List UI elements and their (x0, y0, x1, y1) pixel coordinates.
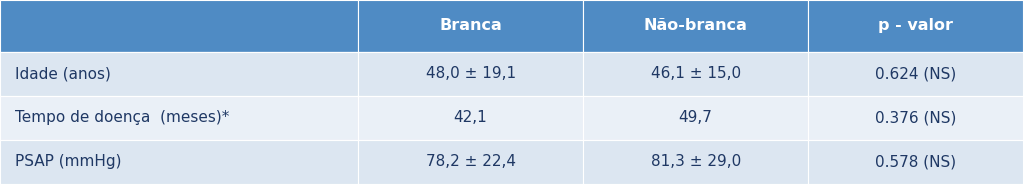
Bar (358, 140, 583, 184)
Bar (583, 0, 808, 52)
Text: 46,1 ± 15,0: 46,1 ± 15,0 (651, 66, 741, 81)
Bar (808, 0, 1023, 52)
Bar (0, 52, 358, 96)
Bar (583, 52, 808, 96)
Bar (0, 96, 358, 140)
Text: 49,7: 49,7 (678, 110, 713, 125)
Text: 0.578 (NS): 0.578 (NS) (875, 154, 957, 169)
Text: Tempo de doença  (meses)*: Tempo de doença (meses)* (15, 110, 230, 125)
Text: 42,1: 42,1 (454, 110, 487, 125)
Bar (0, 0, 358, 52)
Bar (808, 96, 1023, 140)
Text: p - valor: p - valor (878, 18, 953, 33)
Text: Idade (anos): Idade (anos) (15, 66, 112, 81)
Bar (358, 96, 583, 140)
Bar (583, 140, 808, 184)
Bar (358, 52, 583, 96)
Text: 78,2 ± 22,4: 78,2 ± 22,4 (426, 154, 516, 169)
Text: 81,3 ± 29,0: 81,3 ± 29,0 (651, 154, 741, 169)
Text: 0.624 (NS): 0.624 (NS) (875, 66, 957, 81)
Bar (358, 0, 583, 52)
Bar (583, 96, 808, 140)
Text: Branca: Branca (439, 18, 502, 33)
Bar (0, 140, 358, 184)
Text: 48,0 ± 19,1: 48,0 ± 19,1 (426, 66, 516, 81)
Bar (808, 140, 1023, 184)
Text: PSAP (mmHg): PSAP (mmHg) (15, 154, 122, 169)
Bar (808, 52, 1023, 96)
Text: Não-branca: Não-branca (643, 18, 748, 33)
Text: 0.376 (NS): 0.376 (NS) (875, 110, 957, 125)
